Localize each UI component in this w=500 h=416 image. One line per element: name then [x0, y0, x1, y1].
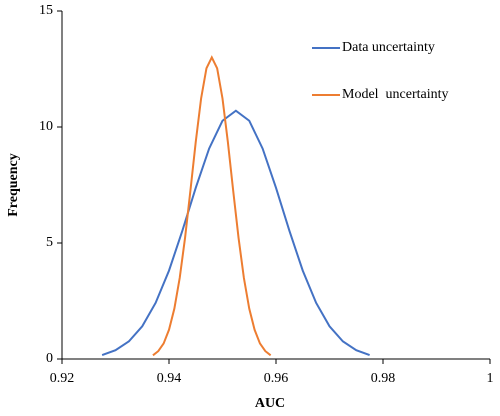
line [101, 109, 370, 356]
x-tick-label: 0.98 [371, 371, 396, 386]
y-tick-label: 15 [39, 3, 53, 18]
x-tick-label: 0.92 [50, 371, 75, 386]
x-tick-label: 0.94 [157, 371, 182, 386]
y-tick-label: 0 [46, 351, 53, 366]
y-axis-title: Frequency [6, 153, 21, 217]
x-tick-label: 0.96 [264, 371, 289, 386]
y-tick-label: 5 [46, 235, 53, 250]
y-tick-label: 10 [39, 119, 53, 134]
line [152, 55, 272, 357]
x-tick-label: 1 [487, 371, 494, 386]
x-axis-title: AUC [255, 396, 285, 411]
legend-label: Data uncertainty [342, 40, 435, 55]
legend-label: Model uncertainty [342, 87, 449, 102]
